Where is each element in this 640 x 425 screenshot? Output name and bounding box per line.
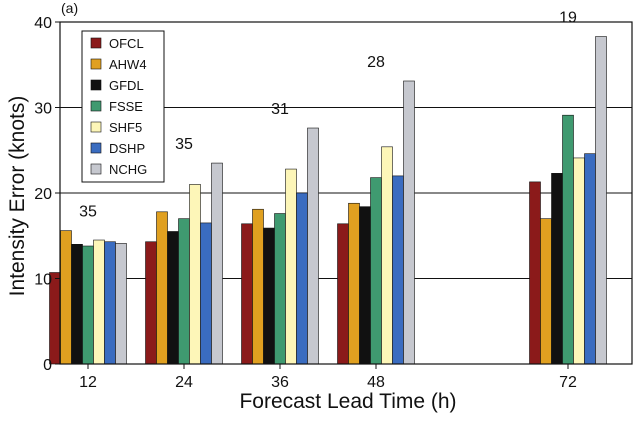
bar-AHW4-12: [60, 230, 72, 365]
bar-GFDL-12: [71, 244, 83, 365]
legend-label-SHF5: SHF5: [109, 120, 142, 135]
bar-GFDL-48: [359, 206, 371, 365]
y-tick-label-0: 0: [43, 357, 52, 374]
bar-GFDL-36: [263, 227, 275, 365]
case-count-36: 31: [271, 101, 289, 118]
case-count-24: 35: [175, 136, 193, 153]
legend-label-GFDL: GFDL: [109, 78, 144, 93]
y-tick-label-20: 20: [34, 186, 52, 203]
bar-NCHG-48: [403, 80, 415, 365]
legend-label-DSHP: DSHP: [109, 141, 145, 156]
bar-NCHG-72: [595, 36, 607, 365]
case-count-12: 35: [79, 204, 97, 221]
y-axis-ticks: 0 10 20 30 40: [34, 15, 60, 374]
bar-FSSE-48: [370, 177, 382, 365]
x-axis-title: Forecast Lead Time (h): [239, 390, 456, 413]
bar-FSSE-36: [274, 213, 286, 365]
bar-SHF5-24: [189, 184, 201, 365]
bar-SHF5-36: [285, 168, 297, 365]
legend-swatch-DSHP: [90, 142, 102, 154]
y-axis-title: Intensity Error (knots): [6, 96, 29, 297]
bar-SHF5-12: [93, 239, 105, 365]
legend: OFCL AHW4 GFDL FSSE SHF5 DSHP NCHG: [81, 30, 165, 183]
bar-OFCL-36: [241, 223, 253, 365]
bar-DSHP-12: [104, 241, 116, 365]
bar-OFCL-72: [529, 181, 541, 365]
case-count-labels: 35 35 31 28 19: [79, 10, 577, 221]
bar-SHF5-72: [573, 157, 585, 365]
bar-AHW4-36: [252, 208, 264, 365]
y-tick-label-40: 40: [34, 15, 52, 32]
legend-swatch-GFDL: [90, 79, 102, 91]
bar-DSHP-24: [200, 222, 212, 365]
bar-OFCL-24: [145, 241, 157, 365]
bar-GFDL-72: [551, 173, 563, 365]
legend-label-AHW4: AHW4: [109, 57, 147, 72]
bar-GFDL-24: [167, 231, 179, 365]
bar-NCHG-36: [307, 127, 319, 365]
y-tick-label-30: 30: [34, 101, 52, 118]
legend-swatch-SHF5: [90, 121, 102, 133]
bar-DSHP-48: [392, 175, 404, 365]
bar-NCHG-12: [115, 243, 127, 365]
legend-swatch-OFCL: [90, 37, 102, 49]
legend-label-NCHG: NCHG: [109, 162, 147, 177]
bar-DSHP-72: [584, 153, 596, 365]
legend-label-FSSE: FSSE: [109, 99, 143, 114]
bar-AHW4-24: [156, 211, 168, 365]
x-tick-label-72: 72: [559, 374, 577, 391]
x-tick-label-12: 12: [79, 374, 97, 391]
x-tick-label-24: 24: [175, 374, 193, 391]
bar-OFCL-48: [337, 223, 349, 365]
bar-AHW4-72: [540, 218, 552, 365]
y-tick-label-10: 10: [34, 272, 52, 289]
x-axis-ticks: 12 24 36 48 72: [79, 364, 577, 391]
bar-FSSE-12: [82, 245, 94, 365]
legend-swatch-AHW4: [90, 58, 102, 70]
bar-SHF5-48: [381, 146, 393, 365]
x-tick-label-48: 48: [367, 374, 385, 391]
case-count-72: 19: [559, 10, 577, 27]
legend-swatch-FSSE: [90, 100, 102, 112]
case-count-48: 28: [367, 54, 385, 71]
x-tick-label-36: 36: [271, 374, 289, 391]
bar-DSHP-36: [296, 192, 308, 365]
bar-NCHG-24: [211, 162, 223, 365]
bar-AHW4-48: [348, 202, 360, 365]
bar-FSSE-24: [178, 218, 190, 365]
bar-FSSE-72: [562, 114, 574, 365]
legend-swatch-NCHG: [90, 163, 102, 175]
legend-label-OFCL: OFCL: [109, 36, 144, 51]
panel-label: (a): [61, 0, 78, 16]
